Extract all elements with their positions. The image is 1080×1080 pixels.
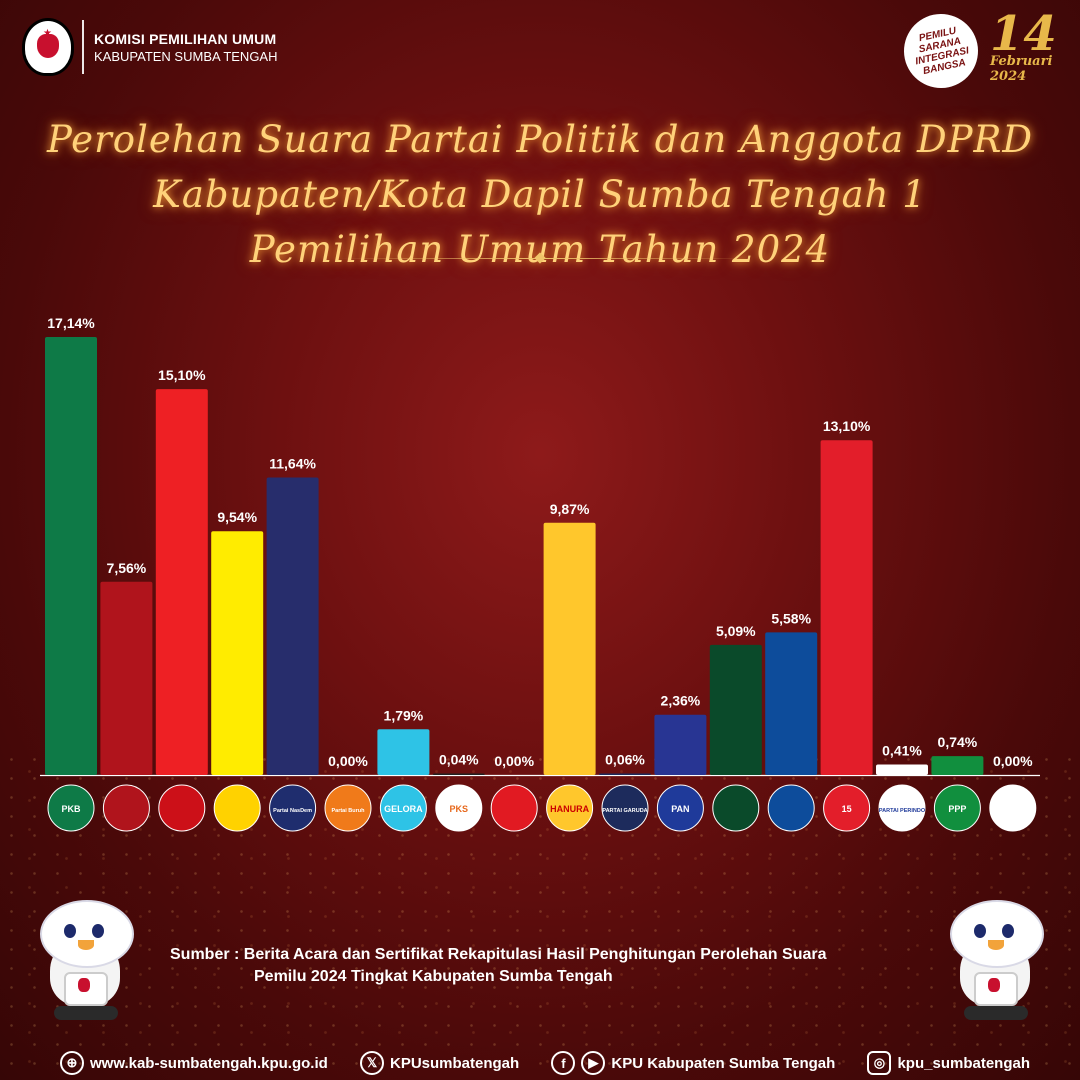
party-logo-psi (823, 784, 871, 832)
party-logo-text: PKS (450, 804, 469, 814)
bar-pbb (709, 644, 762, 775)
bar-gelora (377, 729, 430, 775)
party-logo-partai-ummat (989, 784, 1037, 832)
footer-x[interactable]: 𝕏 KPUsumbatengah (359, 1051, 520, 1075)
mascot-left (20, 896, 150, 1026)
value-label: 0,00% (494, 753, 534, 769)
party-logo-gerindra (102, 784, 150, 832)
date-year: 2024 (990, 69, 1027, 84)
bar-partai-garuda (599, 773, 651, 775)
header-divider (82, 20, 84, 74)
party-logo-pdi-perjuangan (158, 784, 206, 832)
source-note: Sumber : Berita Acara dan Sertifikat Rek… (170, 944, 826, 988)
value-label: 1,79% (384, 707, 424, 723)
kpu-logo: ★ (22, 18, 74, 76)
bar-pdi-perjuangan (155, 389, 208, 775)
value-label: 0,00% (328, 753, 368, 769)
header: ★ KOMISI PEMILIHAN UMUM KABUPATEN SUMBA … (22, 18, 278, 76)
value-label: 7,56% (107, 560, 147, 576)
bar-chart: 17,14% PKB 7,56% 15,10% 9,54% 11,64% Partai Na… (40, 315, 1040, 832)
bar-gerindra (100, 581, 153, 775)
party-logo-golkar (213, 784, 261, 832)
footer-instagram[interactable]: ◎ kpu_sumbatengah (867, 1051, 1030, 1075)
value-label: 17,14% (47, 315, 95, 331)
globe-icon: ⊕ (60, 1051, 84, 1075)
party-logo-pbb (712, 784, 760, 832)
bar-hanura (543, 522, 596, 775)
party-logo-text: PARTAI GARUDA (602, 808, 647, 814)
party-logo-pkn (490, 784, 538, 832)
fb-yt-label: KPU Kabupaten Sumba Tengah (611, 1054, 836, 1072)
org-name: KOMISI PEMILIHAN UMUM (94, 30, 277, 47)
bar-pan (654, 714, 707, 775)
bar-demokrat (765, 632, 818, 775)
value-label: 5,09% (716, 623, 756, 639)
bar-pks (432, 773, 485, 775)
party-logo-pkb (47, 784, 95, 832)
party-logo-hanura (546, 784, 594, 832)
bar-perindo (876, 764, 928, 775)
value-label: 11,64% (269, 456, 316, 472)
footer-facebook-youtube[interactable]: f ▶ KPU Kabupaten Sumba Tengah (551, 1051, 835, 1075)
value-label: 0,41% (882, 743, 922, 759)
mascot-right (930, 896, 1060, 1026)
party-logo-text: HANURA (550, 804, 589, 814)
party-logo-text: Partai NasDem (273, 808, 312, 814)
party-logo-pan (656, 784, 704, 832)
x-icon: 𝕏 (359, 1051, 384, 1075)
header-text: KOMISI PEMILIHAN UMUM KABUPATEN SUMBA TE… (94, 31, 278, 64)
value-label: 13,10% (823, 418, 871, 434)
value-label: 2,36% (661, 693, 701, 709)
x-handle-label: KPUsumbatengah (389, 1054, 520, 1072)
instagram-label: kpu_sumbatengah (897, 1054, 1030, 1072)
value-label: 0,00% (993, 753, 1033, 769)
footer: ⊕ www.kab-sumbatengah.kpu.go.id 𝕏 KPUsum… (0, 1046, 1080, 1080)
party-logo-gelora (379, 784, 427, 832)
website-label: www.kab-sumbatengah.kpu.go.id (90, 1054, 328, 1072)
party-logo-text: PPP (948, 804, 966, 814)
org-region: KABUPATEN SUMBA TENGAH (94, 48, 278, 64)
date-month: Februari (990, 54, 1053, 69)
value-label: 0,06% (605, 751, 645, 767)
party-logo-partai-garuda (601, 784, 649, 832)
value-label: 9,54% (217, 509, 257, 525)
bar-psi (820, 440, 873, 775)
title-line-2: Kabupaten/Kota Dapil Sumba Tengah 1 (153, 173, 927, 216)
value-label: 9,87% (550, 501, 590, 517)
election-badge-group: PEMILU SARANA INTEGRASI BANGSA 14 Februa… (897, 7, 1057, 100)
title-line-3: Pemilihan Umum Tahun 2024 (249, 228, 831, 271)
title-line-1: Perolehan Suara Partai Politik dan Anggo… (46, 118, 1034, 161)
party-logo-perindo (878, 784, 926, 832)
value-label: 5,58% (771, 610, 811, 626)
party-logo-pks (435, 784, 483, 832)
bar-golkar (211, 531, 264, 775)
bar-pkb (45, 337, 97, 775)
facebook-icon: f (551, 1051, 576, 1075)
value-label: 0,74% (938, 734, 978, 750)
party-logo-text: GELORA (384, 804, 423, 814)
party-logo-text: Partai Buruh (331, 808, 365, 814)
value-label: 15,10% (158, 367, 206, 383)
chart-title: Perolehan Suara Partai Politik dan Anggo… (0, 112, 1080, 277)
date-day: 14 (990, 6, 1057, 62)
party-logo-text: PAN (671, 804, 689, 814)
source-line-1: Sumber : Berita Acara dan Sertifikat Rek… (170, 946, 827, 963)
party-logo-partai-buruh (324, 784, 372, 832)
party-logo-text: PKB (61, 804, 81, 814)
party-logo-ppp (933, 784, 981, 832)
bar-ppp (931, 756, 984, 775)
value-label: 0,04% (439, 752, 479, 768)
election-badge: PEMILU SARANA INTEGRASI BANGSA (897, 7, 985, 95)
party-logo-text: PARTAI PERINDO (879, 808, 926, 814)
instagram-icon: ◎ (867, 1051, 892, 1075)
badge-text: PEMILU SARANA INTEGRASI BANGSA (914, 25, 970, 78)
party-logo-text: 15 (842, 804, 852, 814)
bar-nasdem (266, 477, 319, 775)
party-logo-demokrat (767, 784, 815, 832)
election-date: 14 Februari 2024 (990, 10, 1057, 84)
youtube-icon: ▶ (581, 1051, 606, 1075)
party-logo-nasdem (269, 784, 317, 832)
footer-website[interactable]: ⊕ www.kab-sumbatengah.kpu.go.id (60, 1051, 328, 1075)
source-line-2: Pemilu 2024 Tingkat Kabupaten Sumba Teng… (254, 968, 613, 985)
